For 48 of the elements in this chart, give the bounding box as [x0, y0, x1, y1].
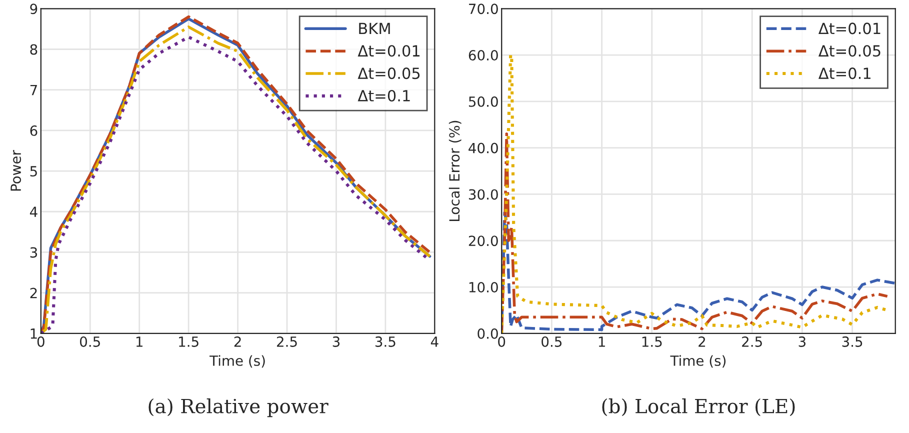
- y-tick-label: 30.0: [468, 189, 498, 200]
- y-axis-title: Local Error (%): [448, 120, 462, 222]
- x-tick-label: 2.5: [276, 336, 297, 347]
- y-tick-label: 50.0: [468, 96, 498, 107]
- legend-label: Δt=0.01: [818, 22, 880, 34]
- x-tick-label: 0: [498, 336, 506, 347]
- y-tick-label: 40.0: [468, 142, 498, 154]
- x-tick-label: 3.5: [375, 336, 396, 347]
- text: (b) Local Error (LE): [602, 398, 795, 416]
- x-tick-label: 3: [332, 336, 340, 347]
- legend-label: Δt=0.05: [818, 45, 880, 57]
- y-tick-label: 0.0: [478, 328, 498, 339]
- x-tick-label: 0: [37, 336, 44, 347]
- x-tick-label: 1.5: [642, 336, 662, 347]
- x-tick-label: 2: [234, 336, 241, 347]
- x-tick-label: 1: [136, 336, 142, 347]
- y-tick-label: 3: [30, 247, 38, 258]
- legend-label: Δt=0.05: [358, 68, 420, 80]
- y-tick-label: 8: [30, 44, 38, 55]
- legend-label: BKM: [359, 22, 390, 34]
- x-tick-label: 2: [698, 336, 706, 347]
- line-series: [502, 132, 889, 334]
- x-tick-label: 0.5: [80, 336, 100, 347]
- y-tick-label: 20.0: [468, 236, 498, 246]
- y-tick-label: 7: [30, 85, 37, 96]
- x-tick-label: 3.5: [842, 336, 862, 347]
- y-tick-label: 5: [30, 166, 37, 177]
- x-axis-title: Time (s): [670, 355, 726, 368]
- y-tick-label: 70.0: [469, 4, 498, 14]
- legend-label: Δt=0.01: [358, 45, 420, 57]
- x-tick-label: 2.5: [742, 336, 762, 347]
- legend-label: Δt=0.1: [818, 68, 870, 80]
- x-tick-label: 1.5: [179, 336, 198, 347]
- y-tick-label: 2: [30, 288, 37, 298]
- y-tick-label: 6: [30, 125, 38, 136]
- x-axis-title: Time (s): [210, 355, 265, 368]
- y-tick-label: 4: [30, 206, 38, 217]
- y-tick-label: 1: [30, 328, 37, 339]
- legend-label: Δt=0.1: [358, 90, 410, 102]
- x-tick-label: 4: [430, 336, 438, 347]
- y-tick-label: 9: [30, 4, 38, 14]
- x-tick-label: 1: [598, 336, 605, 347]
- x-tick-label: 0.5: [542, 336, 562, 347]
- text: (a) Relative power: [148, 398, 328, 418]
- y-tick-label: 10.0: [469, 282, 498, 292]
- x-tick-label: 3: [798, 336, 806, 347]
- y-axis-title: Power: [10, 150, 22, 191]
- y-tick-label: 60.0: [468, 50, 498, 61]
